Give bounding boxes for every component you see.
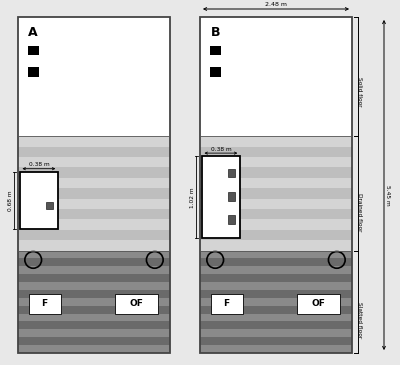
Bar bbox=[200, 240, 352, 250]
Bar bbox=[29, 293, 60, 314]
Bar bbox=[210, 67, 221, 77]
Bar bbox=[200, 136, 352, 147]
Bar bbox=[18, 322, 170, 329]
Bar bbox=[200, 306, 352, 314]
Bar bbox=[200, 258, 352, 266]
Text: 5.45 m: 5.45 m bbox=[384, 185, 390, 206]
Bar bbox=[18, 178, 170, 188]
Text: 1.02 m: 1.02 m bbox=[190, 187, 195, 208]
Bar bbox=[46, 202, 53, 209]
Text: Drained floor: Drained floor bbox=[358, 193, 362, 232]
Bar bbox=[18, 188, 170, 199]
Bar bbox=[200, 337, 352, 345]
Bar bbox=[115, 293, 158, 314]
Bar bbox=[200, 290, 352, 298]
Bar bbox=[200, 345, 352, 353]
Bar bbox=[200, 199, 352, 209]
Bar bbox=[18, 136, 170, 147]
Text: Slatted floor: Slatted floor bbox=[358, 302, 362, 338]
Bar bbox=[200, 298, 352, 306]
Bar bbox=[228, 169, 235, 177]
Bar bbox=[18, 250, 170, 258]
Bar bbox=[18, 329, 170, 337]
Text: OF: OF bbox=[130, 299, 144, 308]
Bar bbox=[18, 219, 170, 230]
Bar bbox=[18, 314, 170, 322]
Bar bbox=[18, 168, 170, 178]
Bar bbox=[228, 192, 235, 200]
Bar bbox=[200, 250, 352, 258]
Bar bbox=[200, 17, 352, 353]
Bar bbox=[200, 209, 352, 219]
Text: A: A bbox=[28, 26, 38, 39]
Bar bbox=[18, 147, 170, 157]
Bar bbox=[28, 67, 39, 77]
Bar bbox=[18, 240, 170, 250]
Bar bbox=[200, 157, 352, 168]
Bar bbox=[200, 188, 352, 199]
Bar bbox=[18, 230, 170, 240]
Bar bbox=[18, 274, 170, 282]
Bar bbox=[28, 46, 39, 55]
Bar bbox=[200, 230, 352, 240]
Text: B: B bbox=[210, 26, 220, 39]
Bar bbox=[18, 337, 170, 345]
Bar bbox=[200, 322, 352, 329]
Bar bbox=[18, 282, 170, 290]
Bar bbox=[18, 345, 170, 353]
Bar bbox=[228, 215, 235, 223]
Text: OF: OF bbox=[312, 299, 326, 308]
Bar bbox=[18, 298, 170, 306]
Text: 0.38 m: 0.38 m bbox=[210, 147, 231, 151]
Bar bbox=[18, 17, 170, 353]
Bar bbox=[18, 258, 170, 266]
Bar bbox=[200, 219, 352, 230]
Bar bbox=[202, 156, 240, 238]
Text: 0.68 m: 0.68 m bbox=[8, 190, 13, 211]
Bar bbox=[200, 266, 352, 274]
Bar bbox=[18, 199, 170, 209]
Text: F: F bbox=[224, 299, 230, 308]
Bar bbox=[210, 46, 221, 55]
Text: F: F bbox=[42, 299, 48, 308]
Bar bbox=[20, 172, 58, 229]
Bar bbox=[18, 209, 170, 219]
Bar bbox=[18, 157, 170, 168]
Text: 2.48 m: 2.48 m bbox=[265, 2, 287, 7]
Text: Solid floor: Solid floor bbox=[358, 77, 362, 106]
Bar bbox=[297, 293, 340, 314]
Bar bbox=[18, 266, 170, 274]
Bar bbox=[18, 290, 170, 298]
Bar bbox=[18, 306, 170, 314]
Bar bbox=[200, 168, 352, 178]
Bar bbox=[200, 178, 352, 188]
Bar bbox=[200, 314, 352, 322]
Bar bbox=[18, 17, 170, 136]
Bar bbox=[200, 274, 352, 282]
Bar bbox=[211, 293, 242, 314]
Bar bbox=[200, 282, 352, 290]
Bar bbox=[200, 17, 352, 136]
Text: 0.38 m: 0.38 m bbox=[28, 162, 49, 167]
Bar bbox=[200, 147, 352, 157]
Bar bbox=[200, 329, 352, 337]
